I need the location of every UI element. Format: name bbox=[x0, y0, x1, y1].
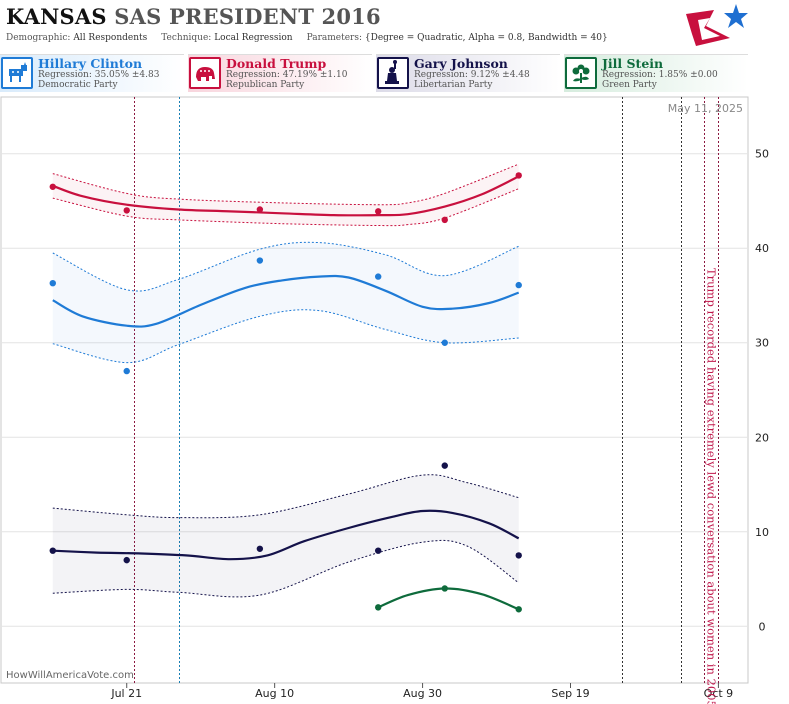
poll-point-stein-2 bbox=[515, 606, 522, 613]
poll-point-johnson-3 bbox=[374, 547, 382, 554]
regression-line-clinton bbox=[52, 274, 520, 328]
demographic-label: Demographic: bbox=[6, 33, 71, 43]
poll-point-trump-2 bbox=[256, 206, 264, 213]
band-lower-johnson bbox=[52, 539, 519, 598]
legend-regression-johnson: Regression: 9.12% ±4.48 bbox=[414, 70, 530, 80]
band-upper-trump bbox=[52, 163, 519, 206]
x-tick-4: Oct 9 bbox=[704, 687, 734, 700]
y-tick-10: 10 bbox=[755, 526, 769, 539]
x-tick-3: Sep 19 bbox=[551, 687, 589, 700]
poll-point-trump-1 bbox=[123, 207, 130, 214]
poll-point-johnson-1 bbox=[123, 556, 130, 564]
event-annotation: Trump recorded having extremely lewd con… bbox=[705, 268, 719, 704]
legend-item-johnson: Gary Johnson Regression: 9.12% ±4.48 Lib… bbox=[376, 54, 560, 92]
regression-line-johnson bbox=[52, 509, 520, 561]
legend-name-johnson: Gary Johnson bbox=[414, 56, 508, 71]
parameters-line: Demographic: All Respondents Technique: L… bbox=[6, 33, 608, 43]
watermark: HowWillAmericaVote.com bbox=[6, 670, 134, 681]
legend-name-trump: Donald Trump bbox=[226, 56, 327, 71]
poll-point-clinton-3 bbox=[374, 273, 382, 280]
legend-party-trump: Republican Party bbox=[226, 80, 305, 90]
poll-point-johnson-5 bbox=[515, 552, 522, 559]
legend-item-clinton: Hillary Clinton Regression: 35.05% ±4.83… bbox=[0, 54, 184, 92]
y-tick-40: 40 bbox=[755, 242, 769, 255]
band-trump bbox=[52, 164, 519, 226]
current-date-label: May 11, 2025 bbox=[668, 102, 743, 115]
donkey-icon bbox=[1, 57, 33, 89]
poll-points bbox=[49, 172, 522, 613]
technique-label: Technique: bbox=[161, 33, 212, 43]
poll-point-clinton-4 bbox=[441, 339, 448, 346]
site-logo-icon bbox=[686, 4, 748, 46]
plot-frame bbox=[0, 96, 749, 684]
page-title: KANSAS SAS PRESIDENT 2016 bbox=[6, 4, 381, 29]
parameters-label: Parameters: bbox=[306, 33, 363, 43]
band-johnson bbox=[52, 474, 519, 597]
poll-point-trump-4 bbox=[441, 216, 448, 224]
poll-point-clinton-2 bbox=[256, 257, 264, 264]
legend-regression-trump: Regression: 47.19% ±1.10 bbox=[226, 70, 348, 80]
y-tick-50: 50 bbox=[755, 148, 769, 161]
poll-point-trump-5 bbox=[515, 172, 522, 179]
poll-point-clinton-5 bbox=[515, 281, 522, 289]
legend-regression-clinton: Regression: 35.05% ±4.83 bbox=[38, 70, 160, 80]
statue-of-liberty-icon bbox=[377, 57, 409, 89]
poll-point-clinton-1 bbox=[123, 367, 130, 375]
legend-item-stein: Jill Stein Regression: 1.85% ±0.00 Green… bbox=[564, 54, 748, 92]
poll-point-johnson-2 bbox=[256, 545, 264, 552]
band-lower-trump bbox=[52, 188, 519, 227]
chart-header: KANSAS SAS PRESIDENT 2016 Demographic: A… bbox=[0, 0, 789, 96]
x-tick-1: Aug 10 bbox=[255, 687, 294, 700]
band-upper-johnson bbox=[52, 474, 519, 519]
x-axis-ticks: Jul 21 Aug 10 Aug 30 Sep 19 Oct 9 bbox=[110, 683, 733, 700]
technique-value: Local Regression bbox=[214, 33, 293, 43]
regression-line-trump bbox=[52, 175, 520, 217]
y-tick-0: 0 bbox=[759, 620, 766, 633]
demographic-value: All Respondents bbox=[73, 33, 148, 43]
band-lower-clinton bbox=[52, 309, 519, 364]
poll-point-trump-0 bbox=[49, 183, 56, 190]
parameters-value: {Degree = Quadratic, Alpha = 0.8, Bandwi… bbox=[364, 33, 608, 43]
y-axis-ticks: 0 10 20 30 40 50 bbox=[755, 148, 769, 634]
x-tick-2: Aug 30 bbox=[403, 687, 442, 700]
poll-point-johnson-0 bbox=[49, 547, 56, 554]
poll-point-johnson-4 bbox=[441, 462, 448, 469]
poll-point-stein-0 bbox=[374, 604, 382, 611]
legend-name-clinton: Hillary Clinton bbox=[38, 56, 143, 71]
title-race: SAS PRESIDENT 2016 bbox=[114, 4, 381, 29]
title-state: KANSAS bbox=[6, 4, 107, 29]
poll-point-trump-3 bbox=[374, 208, 382, 215]
y-tick-20: 20 bbox=[755, 431, 769, 444]
grid bbox=[1, 153, 748, 627]
legend-party-johnson: Libertarian Party bbox=[414, 80, 493, 90]
legend-name-stein: Jill Stein bbox=[602, 56, 664, 71]
poll-chart: 0 10 20 30 40 50 Jul 21 Aug 10 Aug 30 Sep 19 Oct … bbox=[0, 96, 769, 704]
legend-party-stein: Green Party bbox=[602, 80, 657, 90]
legend-regression-stein: Regression: 1.85% ±0.00 bbox=[602, 70, 718, 80]
y-tick-30: 30 bbox=[755, 337, 769, 350]
legend-item-trump: Donald Trump Regression: 47.19% ±1.10 Re… bbox=[188, 54, 372, 92]
elephant-icon bbox=[189, 57, 221, 89]
legend-party-clinton: Democratic Party bbox=[38, 80, 118, 90]
poll-point-stein-1 bbox=[441, 585, 448, 592]
band-clinton bbox=[52, 242, 519, 363]
confidence-bands bbox=[52, 163, 519, 598]
x-tick-0: Jul 21 bbox=[110, 687, 142, 700]
poll-point-clinton-0 bbox=[49, 279, 56, 287]
flower-icon bbox=[565, 57, 597, 89]
